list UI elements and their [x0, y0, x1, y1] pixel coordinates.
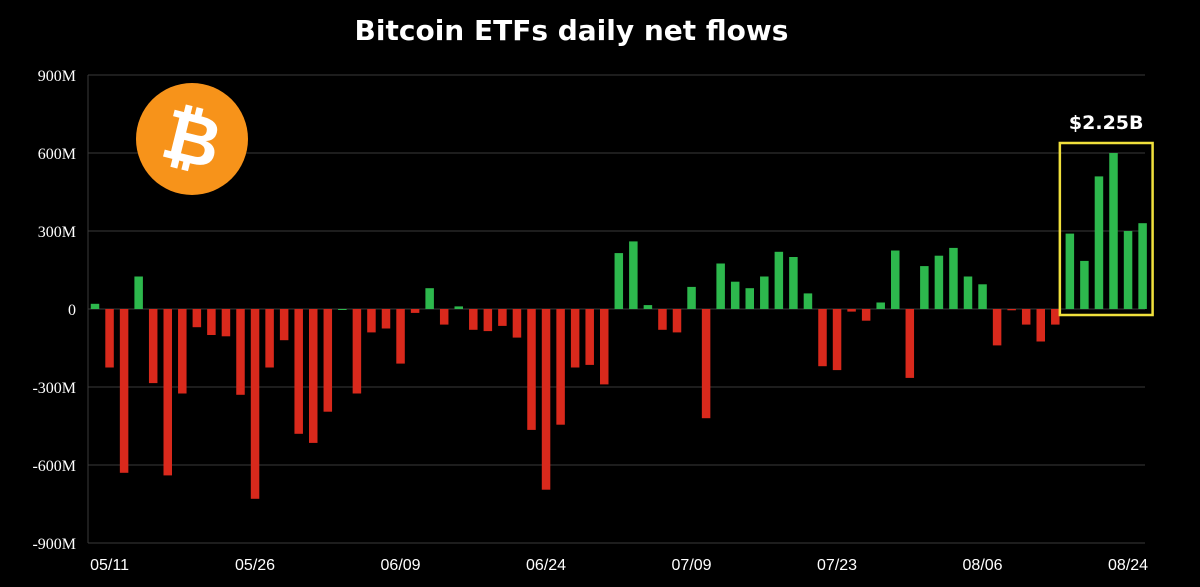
y-tick-label: -600M: [32, 458, 76, 475]
bar: [1065, 233, 1075, 309]
bar: [643, 305, 653, 309]
bar: [178, 309, 187, 394]
bar: [221, 309, 231, 337]
y-tick-label: 900M: [38, 68, 76, 85]
bar: [745, 288, 754, 309]
bar: [861, 309, 871, 321]
bar: [920, 266, 929, 309]
bar: [352, 309, 362, 394]
bar: [585, 309, 594, 365]
bar: [192, 309, 202, 328]
bar: [949, 247, 958, 309]
bar: [279, 309, 289, 341]
x-tick-label: 08/06: [963, 557, 1003, 574]
bar: [236, 309, 245, 395]
bar: [367, 309, 376, 333]
bar: [541, 309, 551, 490]
bar: [789, 257, 798, 309]
bar: [803, 293, 813, 309]
y-tick-label: -900M: [32, 536, 76, 553]
bar: [1021, 309, 1031, 325]
bar: [556, 309, 565, 425]
y-tick-label: 300M: [38, 224, 76, 241]
bar: [410, 309, 420, 313]
x-tick-label: 08/24: [1108, 557, 1148, 574]
bar: [629, 241, 638, 309]
x-tick-label: 05/26: [235, 557, 275, 574]
bar: [847, 309, 856, 312]
bar: [483, 309, 493, 332]
bar: [294, 309, 303, 434]
bar: [425, 288, 434, 309]
bar: [439, 309, 449, 325]
bar: [600, 309, 609, 385]
bar: [512, 309, 522, 338]
bar: [250, 309, 260, 499]
bar: [1123, 231, 1133, 309]
bar: [1138, 223, 1147, 309]
bar: [701, 309, 711, 419]
bar: [309, 309, 318, 443]
bar: [119, 309, 129, 473]
bar: [1051, 309, 1060, 325]
gridlines: [87, 74, 1145, 544]
bar: [265, 309, 274, 368]
bar: [1109, 153, 1118, 309]
x-tick-label: 06/24: [526, 557, 566, 574]
y-tick-label: 600M: [38, 146, 76, 163]
bar: [105, 309, 114, 368]
bars: [90, 153, 1147, 499]
bar: [338, 309, 347, 310]
bitcoin-logo: ₿: [136, 83, 248, 195]
bar: [891, 250, 900, 309]
bar: [1036, 309, 1045, 342]
bar: [207, 309, 216, 335]
bar: [469, 309, 478, 330]
bar: [934, 255, 944, 309]
bar: [134, 276, 143, 309]
bar: [396, 309, 405, 364]
bar: [454, 306, 463, 309]
x-tick-label: 06/09: [381, 557, 421, 574]
bar: [716, 263, 725, 309]
bar: [832, 309, 842, 371]
bar: [570, 309, 580, 368]
bar: [672, 309, 682, 333]
bar: [730, 281, 740, 309]
bar: [978, 284, 987, 309]
bar: [687, 286, 696, 309]
bar: [498, 309, 507, 326]
annotation-label: $2.25B: [1069, 112, 1144, 134]
y-axis-ticks: 900M 600M 300M 0 -300M -600M -900M: [32, 68, 76, 553]
bar: [658, 309, 667, 330]
bar: [381, 309, 391, 329]
highlight-box: [1058, 141, 1154, 317]
x-axis-ticks: 05/11 05/26 06/09 06/24 07/09 07/23 08/06 08/24: [90, 557, 1148, 574]
bar: [992, 309, 1002, 346]
annotations: $2.25B: [1058, 112, 1154, 317]
bar: [163, 309, 172, 476]
bar: [1094, 176, 1104, 309]
bar: [1080, 260, 1089, 309]
bar: [774, 251, 784, 309]
y-tick-label: 0: [68, 302, 76, 319]
x-tick-label: 07/09: [672, 557, 712, 574]
bar: [148, 309, 158, 384]
bar: [876, 302, 885, 309]
bar: [323, 309, 333, 412]
bitcoin-logo-icon: [136, 83, 248, 195]
chart-title: Bitcoin ETFs daily net flows: [354, 14, 789, 47]
bar: [963, 276, 973, 309]
bar: [1007, 309, 1016, 311]
bar: [527, 309, 536, 430]
x-tick-label: 07/23: [817, 557, 857, 574]
bar: [818, 309, 827, 367]
bar: [760, 276, 769, 309]
bar: [90, 303, 100, 309]
bar: [614, 253, 624, 309]
x-tick-label: 05/11: [90, 557, 129, 574]
y-tick-label: -300M: [32, 380, 76, 397]
bar: [905, 309, 915, 378]
